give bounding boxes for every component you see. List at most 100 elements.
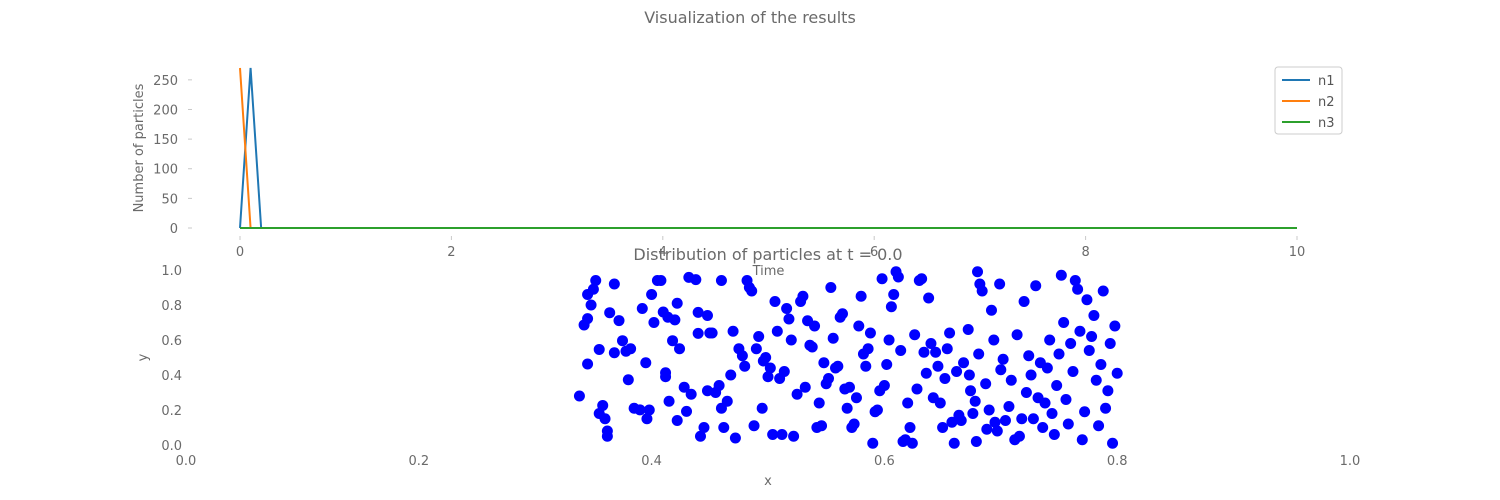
scatter-point — [989, 416, 1001, 428]
scatter-point — [985, 304, 997, 316]
scatter-point — [878, 380, 890, 391]
scatter-point — [1069, 275, 1081, 286]
scatter-point — [1095, 359, 1107, 370]
scatter-point — [1055, 269, 1067, 281]
scatter-point — [1097, 285, 1109, 297]
scatter-point — [636, 303, 648, 314]
scatter-point — [729, 432, 741, 444]
scatter-point — [769, 296, 781, 307]
scatter-y-tick-label: 0.2 — [161, 404, 182, 419]
scatter-y-tick-label: 0.6 — [161, 334, 182, 349]
scatter-point — [911, 383, 923, 395]
scatter-point — [648, 317, 660, 328]
scatter-point — [1051, 380, 1063, 391]
scatter-point — [951, 366, 963, 377]
scatter-point — [608, 278, 620, 290]
scatter-point — [920, 367, 932, 379]
scatter-point — [671, 297, 683, 309]
scatter-point — [995, 364, 1007, 376]
scatter-point — [860, 360, 872, 372]
scatter-point — [965, 385, 977, 397]
scatter-point — [590, 275, 602, 286]
scatter-point — [622, 374, 634, 386]
line-chart-y-tick-label: 150 — [153, 133, 178, 148]
scatter-point — [799, 381, 811, 393]
scatter-point — [667, 335, 679, 347]
scatter-point — [809, 320, 821, 332]
scatter-point — [881, 359, 893, 370]
scatter-point — [593, 343, 605, 355]
scatter-x-tick-label: 0.4 — [641, 454, 662, 469]
scatter-point — [698, 422, 710, 433]
scatter-point — [1020, 387, 1032, 398]
scatter-point — [836, 308, 848, 320]
scatter-point — [1037, 422, 1049, 433]
scatter-point — [608, 347, 620, 359]
scatter-point — [1083, 345, 1095, 356]
line-chart: 0 50 100 150 200 250 0 2 4 6 8 10 Time Number of p… — [132, 66, 1343, 279]
scatter-point — [685, 388, 697, 400]
scatter-point — [892, 271, 904, 283]
scatter-point — [923, 292, 935, 304]
scatter-point — [1067, 366, 1079, 377]
scatter-point — [604, 307, 616, 319]
scatter-point — [1016, 413, 1028, 425]
scatter-point — [694, 430, 706, 442]
scatter-point — [573, 390, 585, 402]
scatter-point — [867, 437, 879, 449]
line-chart-x-tick-label: 10 — [1289, 245, 1306, 260]
scatter-point — [713, 380, 725, 391]
scatter-point — [1030, 280, 1042, 292]
scatter-point — [756, 402, 768, 414]
legend-label-n3: n3 — [1318, 116, 1335, 131]
scatter-point — [827, 332, 839, 344]
scatter-y-axis: 0.0 0.2 0.4 0.6 0.8 1.0 — [161, 264, 182, 454]
scatter-point — [888, 289, 900, 300]
scatter-point — [885, 301, 897, 313]
scatter-point — [681, 405, 693, 417]
scatter-point — [1011, 329, 1023, 341]
scatter-point — [643, 404, 655, 416]
scatter-point — [902, 397, 914, 409]
scatter-point — [613, 315, 625, 327]
scatter-point — [823, 373, 835, 384]
line-chart-y-axis: 0 50 100 150 200 250 — [153, 74, 192, 237]
scatter-point — [1053, 348, 1065, 360]
scatter-point — [855, 290, 867, 302]
scatter-x-tick-label: 1.0 — [1340, 454, 1361, 469]
line-chart-y-tick-label: 250 — [153, 74, 178, 89]
scatter-point — [871, 404, 883, 416]
scatter-point — [843, 381, 855, 393]
scatter-point — [721, 395, 733, 407]
scatter-y-tick-label: 1.0 — [161, 264, 182, 279]
scatter-point — [1018, 296, 1030, 307]
scatter-point — [909, 329, 921, 341]
scatter-point — [690, 274, 702, 286]
scatter-point — [1088, 310, 1100, 321]
scatter-point — [585, 299, 597, 311]
line-chart-y-tick-label: 50 — [161, 192, 178, 207]
scatter-point — [1111, 367, 1123, 379]
legend-label-n2: n2 — [1318, 95, 1335, 110]
scatter-point — [883, 334, 895, 346]
scatter-point — [1109, 320, 1121, 332]
scatter-point — [918, 346, 930, 358]
scatter-point — [1025, 369, 1037, 381]
scatter-point — [617, 335, 628, 347]
scatter-point — [876, 273, 888, 285]
scatter-point — [934, 397, 946, 409]
scatter-point — [997, 353, 1009, 365]
scatter-point — [646, 289, 658, 300]
scatter-point — [853, 320, 865, 332]
scatter-point — [746, 285, 758, 297]
scatter-x-tick-label: 0.2 — [408, 454, 429, 469]
scatter-point — [999, 415, 1011, 426]
scatter-point — [663, 395, 675, 407]
scatter-x-tick-label: 0.6 — [874, 454, 895, 469]
scatter-point — [634, 404, 646, 416]
scatter-y-tick-label: 0.4 — [161, 369, 182, 384]
scatter-point — [1023, 350, 1035, 362]
scatter-point — [692, 306, 704, 318]
scatter-point — [1046, 408, 1058, 419]
scatter-point — [976, 285, 988, 297]
